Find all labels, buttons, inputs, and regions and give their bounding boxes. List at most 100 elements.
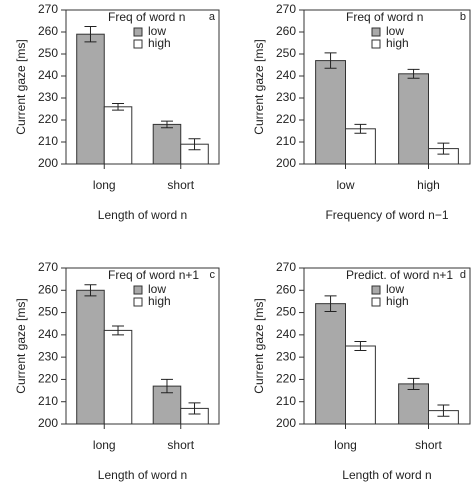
bar <box>345 128 376 165</box>
bar <box>103 329 133 425</box>
y-tick-label: 240 <box>276 327 296 341</box>
error-bar <box>407 377 420 390</box>
y-axis-label: Current gaze [ms] <box>14 39 28 134</box>
y-tick-label: 250 <box>276 305 296 319</box>
error-bar <box>84 284 97 297</box>
legend-swatch <box>133 39 143 49</box>
plot-frame <box>65 267 220 425</box>
legend-swatch <box>133 27 143 37</box>
y-tick-label: 220 <box>38 112 58 126</box>
bar <box>315 60 346 165</box>
y-tick-label: 270 <box>276 2 296 16</box>
bar <box>152 123 182 165</box>
y-tick-label: 220 <box>276 112 296 126</box>
panel-label: c <box>210 269 216 281</box>
error-bar <box>324 295 337 312</box>
legend-swatch <box>371 285 381 295</box>
legend-swatch <box>371 39 381 49</box>
x-axis-label: Length of word n <box>342 468 431 482</box>
y-tick-label: 260 <box>38 282 58 296</box>
error-bar <box>188 402 201 415</box>
y-tick-label: 250 <box>38 305 58 319</box>
bar <box>398 73 429 165</box>
bar <box>345 345 376 425</box>
legend-label: high <box>148 36 171 50</box>
y-tick-label: 270 <box>276 260 296 274</box>
error-bar <box>437 142 450 155</box>
error-bar <box>112 103 125 111</box>
legend-swatch <box>133 285 143 295</box>
error-bar <box>112 325 125 336</box>
error-bar <box>160 378 173 394</box>
y-tick-label: 260 <box>276 24 296 38</box>
legend-label: high <box>386 36 409 50</box>
x-axis-label: Length of word n <box>98 468 187 482</box>
y-tick-label: 270 <box>38 260 58 274</box>
y-tick-label: 230 <box>276 349 296 363</box>
plot-frame <box>303 9 471 165</box>
y-tick-label: 210 <box>276 134 296 148</box>
y-tick-label: 200 <box>38 416 58 430</box>
error-bar <box>354 341 367 351</box>
y-tick-label: 240 <box>276 68 296 82</box>
error-bar <box>324 52 337 69</box>
error-bar <box>160 120 173 129</box>
y-tick-label: 230 <box>38 90 58 104</box>
y-tick-label: 270 <box>38 2 58 16</box>
y-tick-label: 240 <box>38 327 58 341</box>
y-axis-label: Current gaze [ms] <box>252 298 266 393</box>
x-tick-label: high <box>417 178 440 192</box>
x-tick-label: long <box>334 438 357 452</box>
panel-label: d <box>460 269 466 281</box>
legend-title: Freq of word n <box>346 10 423 24</box>
y-tick-label: 230 <box>276 90 296 104</box>
bar <box>398 383 429 425</box>
legend-label: low <box>386 282 404 296</box>
error-bar <box>84 26 97 43</box>
y-tick-label: 240 <box>38 68 58 82</box>
x-tick-label: short <box>167 178 194 192</box>
y-tick-label: 210 <box>38 134 58 148</box>
y-tick-label: 210 <box>276 394 296 408</box>
legend-swatch <box>133 297 143 307</box>
bar <box>315 303 346 425</box>
y-axis-label: Current gaze [ms] <box>252 39 266 134</box>
bar <box>103 106 133 165</box>
bar <box>76 289 105 425</box>
y-tick-label: 210 <box>38 394 58 408</box>
legend-label: low <box>148 24 166 38</box>
x-tick-label: low <box>336 178 354 192</box>
legend-swatch <box>371 297 381 307</box>
legend-label: high <box>148 294 171 308</box>
y-tick-label: 250 <box>276 46 296 60</box>
error-bar <box>188 138 201 151</box>
plot-frame <box>65 9 220 165</box>
legend-title: Freq of word n <box>108 10 185 24</box>
x-tick-label: short <box>415 438 442 452</box>
legend-label: low <box>386 24 404 38</box>
error-bar <box>407 68 420 79</box>
y-tick-label: 220 <box>38 372 58 386</box>
legend-title: Freq of word n+1 <box>108 268 199 282</box>
y-axis-label: Current gaze [ms] <box>14 298 28 393</box>
panel-label: a <box>209 11 216 23</box>
x-tick-label: short <box>167 438 194 452</box>
legend-title: Predict. of word n+1 <box>346 268 453 282</box>
x-axis-label: Length of word n <box>98 208 187 222</box>
error-bar <box>354 123 367 134</box>
panel-label: b <box>460 11 466 23</box>
legend-swatch <box>371 27 381 37</box>
y-tick-label: 260 <box>38 24 58 38</box>
plot-frame <box>303 267 471 425</box>
legend-label: high <box>386 294 409 308</box>
x-axis-label: Frequency of word n−1 <box>325 208 448 222</box>
y-tick-label: 230 <box>38 349 58 363</box>
y-tick-label: 220 <box>276 372 296 386</box>
y-tick-label: 200 <box>276 156 296 170</box>
bar <box>76 33 105 165</box>
x-tick-label: long <box>93 438 116 452</box>
y-tick-label: 250 <box>38 46 58 60</box>
x-tick-label: long <box>93 178 116 192</box>
